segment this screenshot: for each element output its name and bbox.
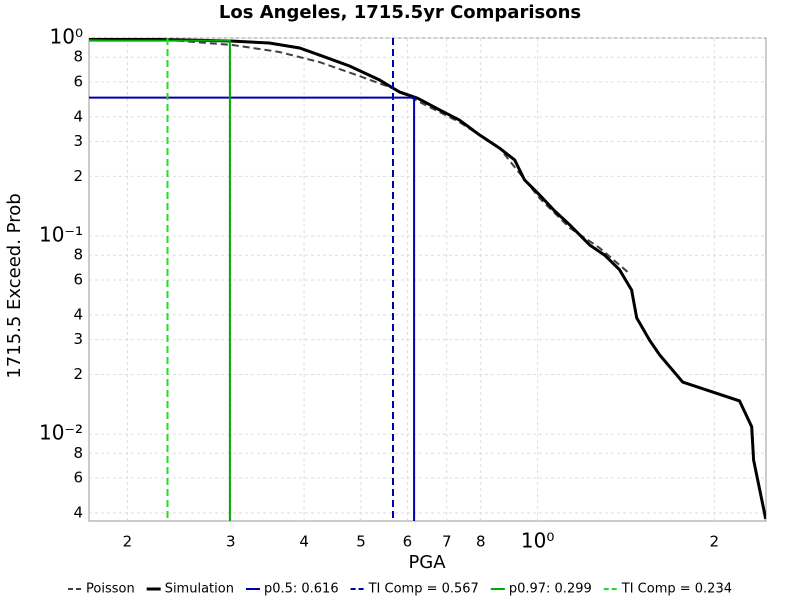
legend-label: TI Comp = 0.567 bbox=[368, 582, 479, 597]
x-tick-label: 2 bbox=[123, 533, 133, 551]
y-tick-label: 4 bbox=[73, 305, 83, 323]
chart-title: Los Angeles, 1715.5yr Comparisons bbox=[219, 2, 581, 23]
x-tick-label: 6 bbox=[403, 533, 413, 551]
y-tick-label: 3 bbox=[73, 330, 83, 348]
y-tick-label: 8 bbox=[73, 48, 83, 66]
x-axis-label: PGA bbox=[408, 552, 446, 573]
x-tick-label: 5 bbox=[356, 533, 366, 551]
y-tick-label: 3 bbox=[73, 132, 83, 150]
legend-label: Poisson bbox=[86, 582, 135, 597]
x-tick-label: 10⁰ bbox=[521, 529, 554, 553]
y-tick-label: 8 bbox=[73, 246, 83, 264]
x-tick-label: 2 bbox=[710, 533, 720, 551]
y-tick-label: 2 bbox=[73, 167, 83, 185]
series-line bbox=[89, 39, 231, 521]
x-tick-label: 4 bbox=[299, 533, 309, 551]
x-tick-label: 7 bbox=[442, 533, 452, 551]
y-tick-label: 2 bbox=[73, 365, 83, 383]
legend-label: Simulation bbox=[165, 582, 234, 597]
series-line bbox=[89, 96, 416, 521]
legend: Poisson Simulation p0.5: 0.616 TI Comp = 0.… bbox=[68, 582, 732, 597]
x-tick-label: 3 bbox=[226, 533, 236, 551]
y-tick-label: 4 bbox=[73, 107, 83, 125]
y-tick-label: 6 bbox=[73, 469, 83, 487]
legend-label: TI Comp = 0.234 bbox=[621, 582, 732, 597]
y-tick-label: 8 bbox=[73, 444, 83, 462]
y-tick-label: 10⁻¹ bbox=[39, 223, 83, 247]
y-tick-label: 6 bbox=[73, 270, 83, 288]
y-tick-label: 10⁰ bbox=[50, 25, 83, 49]
x-tick-label: 8 bbox=[476, 533, 486, 551]
y-tick-label: 4 bbox=[73, 503, 83, 521]
y-tick-label: 6 bbox=[73, 72, 83, 90]
series-line bbox=[89, 38, 766, 520]
series-line bbox=[89, 38, 629, 273]
y-tick-label: 10⁻² bbox=[39, 421, 83, 445]
legend-label: p0.5: 0.616 bbox=[264, 582, 339, 597]
y-axis-label: 1715.5 Exceed. Prob bbox=[4, 193, 25, 378]
legend-label: p0.97: 0.299 bbox=[509, 582, 592, 597]
